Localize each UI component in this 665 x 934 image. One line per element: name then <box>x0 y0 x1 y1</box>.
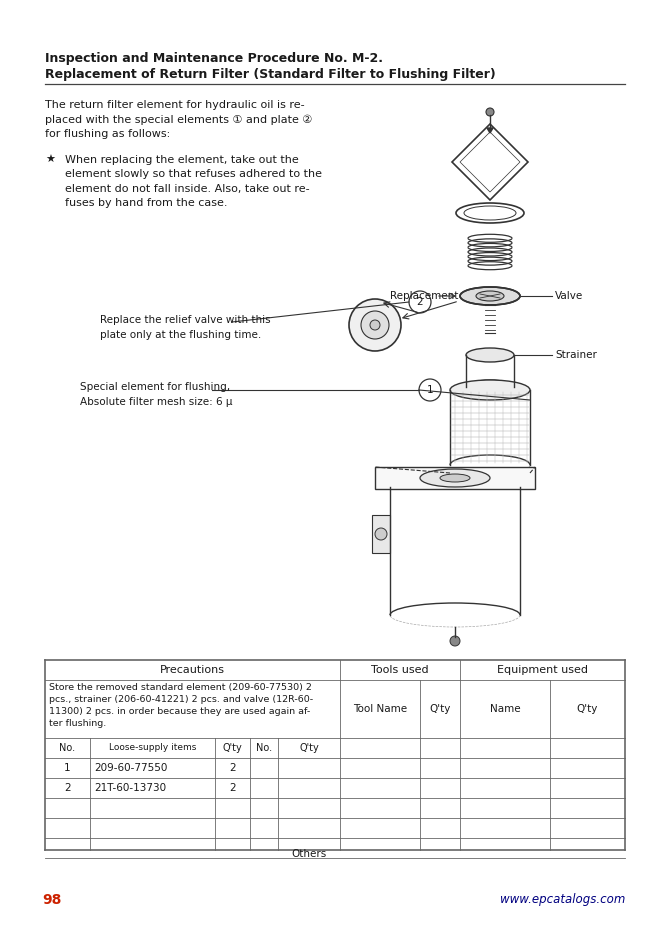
Text: Precautions: Precautions <box>160 665 225 675</box>
Ellipse shape <box>460 287 520 305</box>
Text: 21T-60-13730: 21T-60-13730 <box>94 783 166 793</box>
Ellipse shape <box>361 311 389 339</box>
Ellipse shape <box>420 469 490 487</box>
FancyBboxPatch shape <box>372 515 390 553</box>
Text: Q'ty: Q'ty <box>577 704 598 714</box>
Text: 2: 2 <box>229 783 236 793</box>
Text: Valve: Valve <box>555 291 583 301</box>
Text: 1: 1 <box>427 385 434 395</box>
Text: 2: 2 <box>65 783 70 793</box>
Text: 209-60-77550: 209-60-77550 <box>94 763 168 773</box>
Text: 2: 2 <box>229 763 236 773</box>
Text: The return filter element for hydraulic oil is re-
placed with the special eleme: The return filter element for hydraulic … <box>45 100 313 139</box>
Text: Q'ty: Q'ty <box>430 704 451 714</box>
Text: 1: 1 <box>65 763 70 773</box>
Ellipse shape <box>450 380 530 400</box>
Text: Replacement of Return Filter (Standard Filter to Flushing Filter): Replacement of Return Filter (Standard F… <box>45 68 495 81</box>
FancyBboxPatch shape <box>375 467 535 489</box>
Ellipse shape <box>440 474 470 482</box>
Text: www.epcatalogs.com: www.epcatalogs.com <box>499 894 625 907</box>
Text: Strainer: Strainer <box>555 350 597 360</box>
Text: Loose-supply items: Loose-supply items <box>109 743 196 753</box>
Text: When replacing the element, take out the
element slowly so that refuses adhered : When replacing the element, take out the… <box>65 155 322 208</box>
Text: Absolute filter mesh size: 6 μ: Absolute filter mesh size: 6 μ <box>80 397 233 407</box>
Text: ★: ★ <box>45 155 55 165</box>
Text: Q'ty: Q'ty <box>299 743 319 753</box>
Ellipse shape <box>349 299 401 351</box>
Text: No.: No. <box>256 743 272 753</box>
Text: plate only at the flushing time.: plate only at the flushing time. <box>100 330 261 340</box>
Text: Tool Name: Tool Name <box>353 704 407 714</box>
Text: Inspection and Maintenance Procedure No. M-2.: Inspection and Maintenance Procedure No.… <box>45 52 383 65</box>
Circle shape <box>375 528 387 540</box>
Text: 2: 2 <box>417 297 424 307</box>
Text: Equipment used: Equipment used <box>497 665 588 675</box>
Text: Q'ty: Q'ty <box>223 743 242 753</box>
Text: 98: 98 <box>42 893 61 907</box>
Polygon shape <box>487 128 493 133</box>
Circle shape <box>486 108 494 116</box>
Ellipse shape <box>370 320 380 330</box>
Text: Others: Others <box>291 849 327 859</box>
Text: Replace the relief valve with this: Replace the relief valve with this <box>100 315 271 325</box>
Text: Store the removed standard element (209-60-77530) 2
pcs., strainer (206-60-41221: Store the removed standard element (209-… <box>49 683 313 729</box>
Text: Name: Name <box>489 704 520 714</box>
Text: Replacement: Replacement <box>390 291 458 301</box>
Text: No.: No. <box>59 743 76 753</box>
Ellipse shape <box>466 348 514 362</box>
Ellipse shape <box>476 291 504 301</box>
Text: Tools used: Tools used <box>371 665 429 675</box>
Text: Special element for flushing,: Special element for flushing, <box>80 382 230 392</box>
Circle shape <box>450 636 460 646</box>
